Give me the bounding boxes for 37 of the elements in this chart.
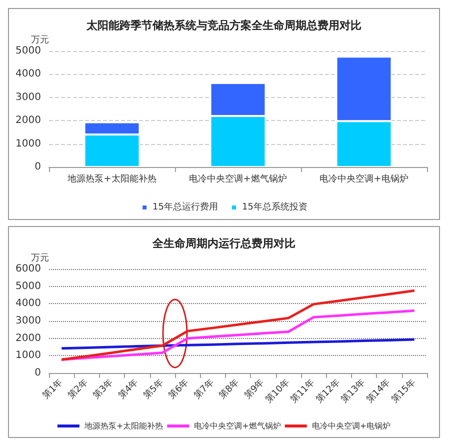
chart-title: 全生命周期内运行总费用对比 bbox=[152, 237, 296, 250]
x-tick-label: 电冷中央空调+燃气锅炉 bbox=[189, 174, 287, 184]
x-tick-label: 第2年 bbox=[66, 376, 90, 402]
y-tick-label: 0 bbox=[34, 368, 41, 378]
y-tick-label: 1000 bbox=[16, 350, 41, 362]
legend-label: 15年总系统投资 bbox=[242, 202, 308, 212]
legend-label: 电冷中央空调+电锅炉 bbox=[312, 422, 391, 430]
legend-label: 15年总运行费用 bbox=[152, 202, 218, 212]
x-tick-label: 第7年 bbox=[192, 376, 216, 402]
line-series bbox=[60, 309, 416, 361]
y-tick-label: 3000 bbox=[16, 316, 41, 326]
line-series bbox=[60, 338, 416, 350]
line-series bbox=[60, 289, 416, 361]
x-tick-label: 第15年 bbox=[389, 376, 418, 406]
x-tick-label: 地源热泵+太阳能补热 bbox=[66, 174, 156, 184]
y-tick-label: 1000 bbox=[16, 138, 41, 150]
y-tick-label: 5000 bbox=[16, 46, 41, 56]
legend-label: 地源热泵+太阳能补热 bbox=[83, 422, 164, 430]
y-tick-label: 6000 bbox=[16, 264, 41, 274]
y-tick-label: 0 bbox=[34, 162, 41, 172]
legend-label: 电冷中央空调+燃气锅炉 bbox=[194, 422, 281, 430]
y-tick-label: 3000 bbox=[16, 92, 41, 103]
x-tick-label: 第6年 bbox=[166, 376, 192, 402]
y-tick-label: 5000 bbox=[16, 280, 41, 292]
x-tick-label: 第4年 bbox=[116, 376, 141, 402]
y-tick-label: 4000 bbox=[16, 298, 41, 310]
x-tick-label: 电冷中央空调+电锅炉 bbox=[320, 174, 408, 184]
x-tick-label: 第1年 bbox=[40, 376, 66, 402]
y-tick-label: 2000 bbox=[16, 115, 41, 126]
chart-title: 太阳能跨季节储热系统与竞品方案全生命周期总费用对比 bbox=[86, 19, 362, 32]
x-tick-label: 第5年 bbox=[141, 376, 166, 402]
y-tick-label: 4000 bbox=[16, 68, 41, 80]
y-axis-title: 万元 bbox=[31, 252, 49, 264]
x-tick-label: 第3年 bbox=[90, 376, 116, 402]
y-axis-title: 万元 bbox=[31, 34, 49, 46]
y-tick-label: 2000 bbox=[16, 332, 41, 344]
x-tick-label: 第8年 bbox=[216, 376, 242, 402]
